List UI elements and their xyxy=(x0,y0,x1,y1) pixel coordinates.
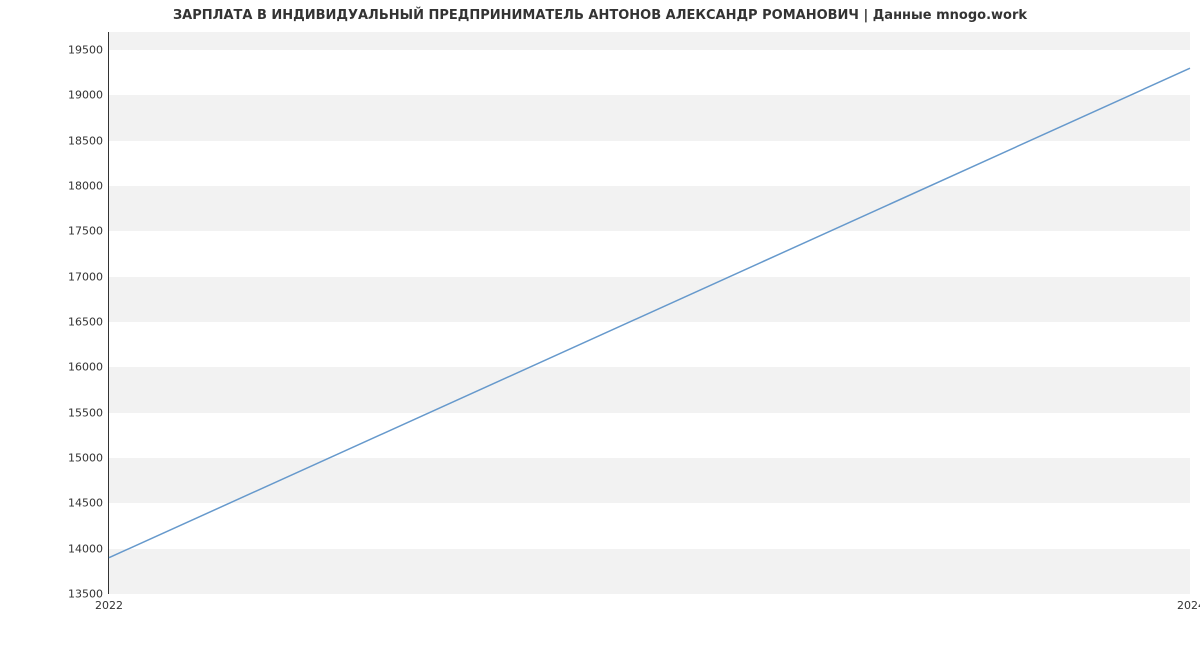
y-tick-label: 16000 xyxy=(68,361,103,374)
y-tick-label: 16500 xyxy=(68,316,103,329)
y-tick-label: 18000 xyxy=(68,180,103,193)
y-tick-label: 15000 xyxy=(68,452,103,465)
y-tick-label: 14000 xyxy=(68,542,103,555)
series-line xyxy=(109,68,1190,558)
x-tick-label: 2022 xyxy=(95,599,123,612)
line-series xyxy=(109,32,1190,593)
y-tick-label: 18500 xyxy=(68,134,103,147)
plot-area: 1350014000145001500015500160001650017000… xyxy=(108,32,1190,594)
y-tick-label: 17000 xyxy=(68,270,103,283)
chart-title: ЗАРПЛАТА В ИНДИВИДУАЛЬНЫЙ ПРЕДПРИНИМАТЕЛ… xyxy=(0,8,1200,23)
y-tick-label: 14500 xyxy=(68,497,103,510)
y-tick-label: 19000 xyxy=(68,89,103,102)
y-tick-label: 15500 xyxy=(68,406,103,419)
y-tick-label: 19500 xyxy=(68,44,103,57)
chart-container: ЗАРПЛАТА В ИНДИВИДУАЛЬНЫЙ ПРЕДПРИНИМАТЕЛ… xyxy=(0,0,1200,650)
y-tick-label: 17500 xyxy=(68,225,103,238)
x-tick-label: 2024 xyxy=(1177,599,1200,612)
